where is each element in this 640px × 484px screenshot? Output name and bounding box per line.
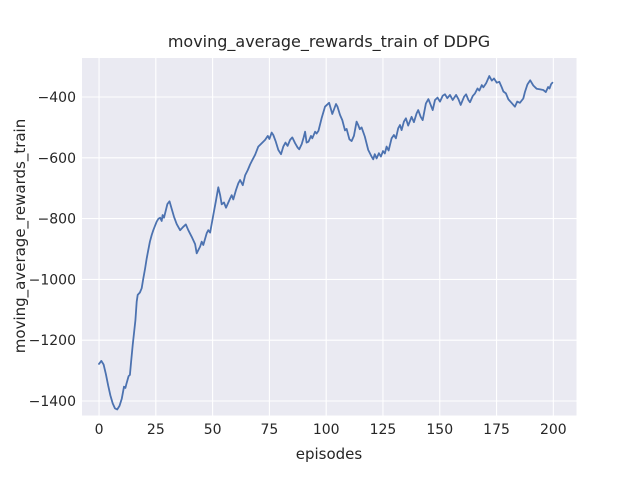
y-tick-label: −400 (38, 90, 76, 106)
x-tick-label: 175 (483, 422, 510, 438)
x-tick-label: 125 (370, 422, 397, 438)
x-tick-label: 150 (426, 422, 453, 438)
series-line (98, 75, 554, 411)
chart-title: moving_average_rewards_train of DDPG (168, 32, 490, 52)
y-axis-label: moving_average_rewards_train (11, 119, 30, 353)
x-tick-label: 100 (313, 422, 340, 438)
y-tick-labels: −400 −600 −800 −1000 −1200 −1400 (29, 90, 76, 410)
y-tick-label: −1200 (29, 333, 76, 349)
y-tick-label: −1000 (29, 272, 76, 288)
plot-area (82, 58, 577, 416)
y-tick-label: −800 (38, 212, 76, 228)
y-tick-label: −1400 (29, 394, 76, 410)
x-axis-label: episodes (296, 445, 363, 463)
x-tick-label: 200 (540, 422, 567, 438)
gridlines (82, 58, 577, 416)
x-tick-label: 25 (147, 422, 165, 438)
x-tick-label: 75 (260, 422, 278, 438)
y-tick-label: −600 (38, 151, 76, 167)
x-tick-label: 50 (204, 422, 222, 438)
x-tick-label: 0 (95, 422, 104, 438)
x-tick-labels: 0 25 50 75 100 125 150 175 200 (95, 422, 567, 438)
